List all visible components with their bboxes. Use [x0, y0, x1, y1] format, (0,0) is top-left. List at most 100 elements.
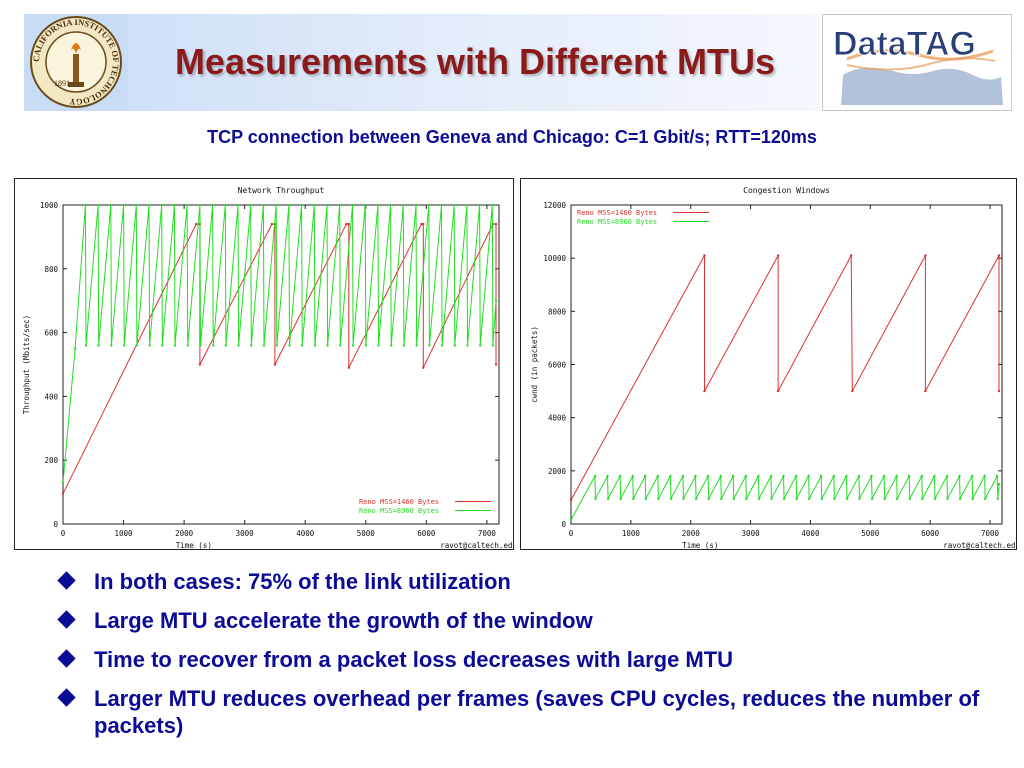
data-point	[971, 497, 974, 500]
data-point	[301, 344, 304, 347]
y-tick-label: 800	[44, 265, 58, 274]
y-tick-label: 1000	[40, 201, 59, 210]
data-point	[250, 344, 253, 347]
data-point	[807, 474, 810, 478]
x-tick-label: 0	[61, 529, 66, 538]
diamond-bullet-icon	[57, 571, 76, 590]
bullet-item: In both cases: 75% of the link utilizati…	[56, 568, 1006, 595]
data-point	[96, 203, 100, 207]
data-point	[173, 203, 176, 207]
data-point	[908, 474, 911, 478]
datatag-logo: DataTAG	[822, 14, 1012, 111]
data-point	[402, 344, 406, 347]
series-line-mss1460	[62, 223, 497, 494]
data-point	[794, 474, 798, 478]
data-point	[984, 497, 987, 500]
data-point	[618, 474, 622, 478]
data-point	[313, 203, 316, 207]
credit-label: ravot@caltech.edu	[440, 541, 513, 549]
data-point	[732, 474, 735, 478]
x-tick-label: 4000	[296, 529, 315, 538]
data-point	[808, 497, 811, 500]
data-point	[606, 497, 610, 500]
x-axis-label: Time (s)	[176, 541, 212, 549]
data-point	[84, 344, 88, 347]
data-point	[703, 254, 706, 257]
data-point	[123, 344, 126, 347]
data-point	[720, 497, 723, 500]
chart-congestion-windows: Congestion Windows 0 2000 4000 6000 8000 10000…	[520, 178, 1017, 550]
data-point	[160, 203, 163, 207]
data-point	[97, 344, 100, 347]
data-point	[61, 492, 65, 495]
cwnd-plot: Congestion Windows0200040006000800010000…	[530, 186, 1016, 549]
data-point	[946, 497, 949, 500]
data-point	[288, 344, 291, 347]
y-tick-label: 0	[561, 520, 566, 529]
x-tick-label: 0	[569, 529, 574, 538]
data-point	[820, 497, 823, 500]
data-point	[776, 389, 780, 393]
data-point	[776, 254, 780, 257]
data-point	[440, 344, 444, 347]
data-point	[325, 203, 329, 207]
data-point	[870, 497, 874, 500]
data-point	[427, 203, 430, 207]
bullet-item: Large MTU accelerate the growth of the w…	[56, 607, 1006, 634]
series-line-mss1460	[570, 255, 1000, 501]
data-point	[782, 474, 785, 478]
plot-frame	[570, 204, 1003, 525]
data-point	[161, 344, 164, 347]
data-point	[249, 203, 252, 207]
diamond-bullet-icon	[57, 610, 76, 629]
x-axis-label: Time (s)	[682, 541, 718, 549]
header-banner	[24, 14, 820, 111]
x-tick-label: 3000	[742, 529, 761, 538]
data-point	[491, 344, 495, 347]
data-point	[364, 344, 367, 347]
bullet-list: In both cases: 75% of the link utilizati…	[56, 568, 1006, 751]
data-point	[236, 203, 240, 207]
subtitle: TCP connection between Geneva and Chicag…	[207, 127, 817, 147]
data-point	[908, 497, 911, 500]
data-point	[198, 363, 202, 366]
y-axis-label: cwnd (in packets)	[530, 326, 539, 403]
legend-label: Reno MSS=8960 Bytes	[359, 507, 439, 515]
y-tick-label: 2000	[548, 467, 567, 476]
data-point	[820, 474, 823, 478]
data-point	[857, 474, 861, 478]
data-point	[757, 497, 761, 500]
data-point	[275, 203, 278, 207]
data-point	[606, 474, 609, 478]
data-point	[224, 203, 227, 207]
world-map-icon	[841, 49, 1003, 105]
data-point	[465, 203, 469, 207]
y-tick-label: 12000	[543, 201, 566, 210]
data-point	[494, 299, 498, 302]
data-point	[185, 203, 189, 207]
data-point	[273, 363, 277, 366]
data-point	[782, 497, 786, 500]
x-tick-label: 2000	[175, 529, 194, 538]
data-point	[347, 222, 350, 226]
data-point	[933, 474, 936, 478]
data-point	[719, 474, 722, 478]
data-point	[198, 203, 202, 207]
data-point	[422, 222, 425, 226]
data-point	[402, 203, 405, 207]
data-point	[376, 203, 380, 207]
data-point	[377, 344, 380, 347]
data-point	[262, 203, 265, 207]
data-point	[997, 254, 1001, 257]
data-point	[845, 497, 849, 500]
chart-title: Congestion Windows	[743, 186, 830, 195]
y-tick-label: 200	[44, 456, 58, 465]
y-tick-label: 6000	[548, 361, 567, 370]
data-point	[983, 474, 986, 478]
data-point	[732, 497, 735, 500]
data-point	[707, 497, 710, 500]
data-point	[569, 498, 573, 502]
data-point	[703, 389, 706, 393]
data-point	[882, 474, 886, 478]
series-line-mss8960	[62, 204, 497, 483]
